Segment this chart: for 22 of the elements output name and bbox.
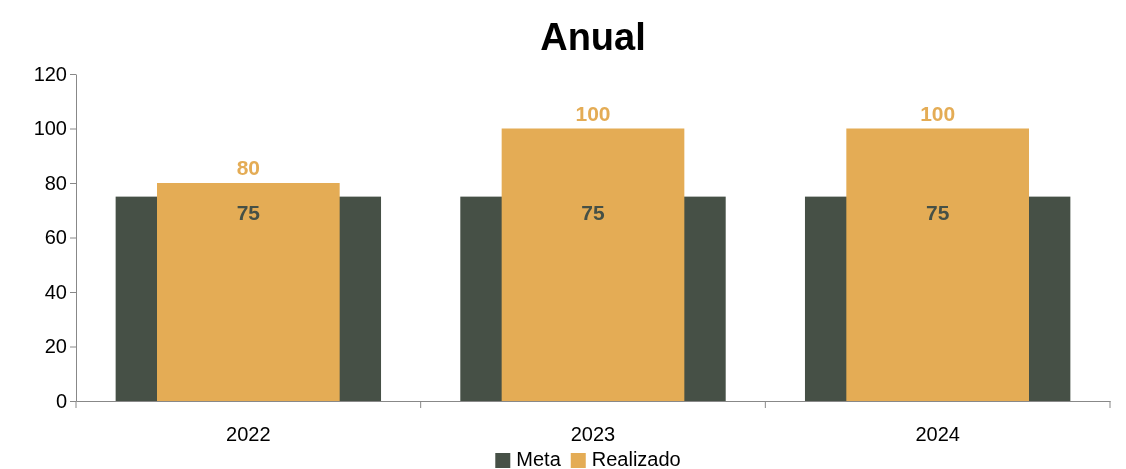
chart-title: Anual: [540, 16, 646, 58]
legend-label: Meta: [516, 448, 562, 469]
x-tick-label: 2022: [226, 423, 271, 446]
y-tick-label: 20: [44, 335, 67, 358]
data-label: 100: [575, 101, 611, 125]
bar: [501, 128, 685, 401]
data-label: 75: [236, 200, 261, 224]
bar: [846, 128, 1029, 401]
legend-label: Realizado: [591, 448, 681, 469]
data-label: 75: [925, 200, 950, 224]
data-label: 100: [920, 101, 956, 125]
data-label: 75: [581, 200, 605, 224]
y-tick-label: 40: [44, 280, 67, 303]
y-tick-label: 100: [33, 117, 67, 140]
y-tick-label: 60: [44, 226, 67, 249]
x-tick-label: 2023: [570, 423, 616, 446]
y-tick-label: 120: [33, 62, 67, 85]
data-label: 80: [236, 156, 261, 179]
x-tick-label: 2024: [915, 423, 960, 446]
y-tick-label: 80: [44, 171, 67, 194]
bar: [157, 183, 340, 401]
y-tick-label: 0: [55, 389, 67, 412]
